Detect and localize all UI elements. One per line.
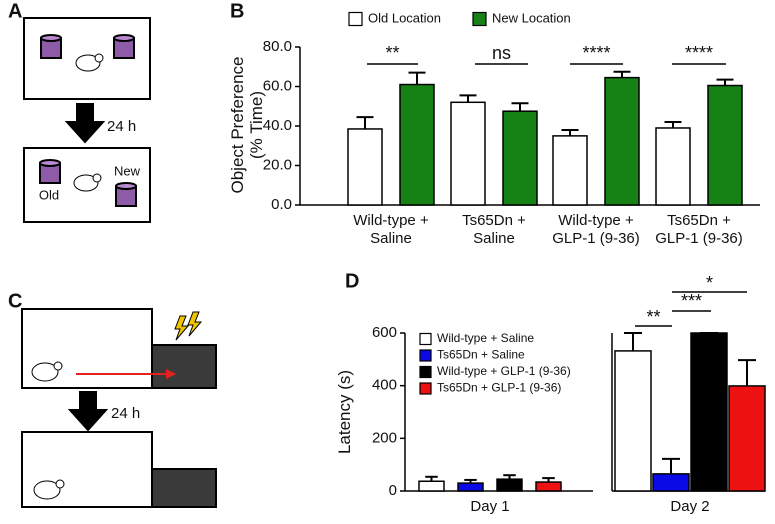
x-tick-label: Day 1	[470, 498, 510, 515]
significance-label: **	[385, 43, 399, 63]
legend-label: Ts65Dn + GLP-1 (9-36)	[437, 381, 561, 395]
y-tick-label: 600	[372, 324, 397, 341]
x-tick-label: Ts65Dn + GLP-1 (9-36)	[655, 212, 743, 247]
delay-label: 24 h	[107, 118, 136, 135]
legend-swatch	[419, 332, 432, 346]
significance-label: ****	[582, 43, 610, 63]
bar	[457, 482, 484, 492]
bar	[502, 110, 538, 206]
x-tick-label-box: Wild-type + Saline	[353, 212, 429, 247]
y-axis-label: Object Preference (% Time)	[228, 56, 266, 194]
significance-label: **	[646, 307, 660, 327]
bar	[347, 128, 383, 206]
panel-label: C	[8, 290, 22, 312]
legend-swatch	[419, 365, 432, 379]
legend-label: Ts65Dn + Saline	[437, 348, 525, 362]
bar	[418, 480, 445, 492]
bar	[707, 84, 743, 206]
x-tick-label-box: Day 2	[670, 498, 710, 515]
x-tick-label-box: Ts65Dn + GLP-1 (9-36)	[655, 212, 743, 247]
bar	[535, 481, 562, 492]
x-tick-label-box: Ts65Dn + Saline	[462, 212, 526, 247]
legend-swatch	[419, 382, 432, 395]
bar	[496, 478, 523, 492]
y-tick-label: 40.0	[263, 117, 292, 134]
y-tick-label: 200	[372, 429, 397, 446]
y-tick-label: 400	[372, 377, 397, 394]
bar	[604, 76, 640, 206]
object-label: New	[114, 163, 141, 178]
legend-swatch	[419, 349, 432, 362]
bar	[652, 473, 690, 492]
bar	[450, 101, 486, 206]
y-axis-label-box: Latency (s)	[335, 369, 354, 455]
y-tick-label: 60.0	[263, 77, 292, 94]
panel-label: A	[8, 0, 22, 22]
significance-label: *	[706, 273, 713, 293]
y-axis-label-box: Object Preference (% Time)	[228, 56, 266, 194]
x-tick-label: Wild-type + Saline	[353, 212, 429, 247]
panel-label: D	[345, 270, 359, 292]
bar	[655, 127, 691, 206]
bar	[690, 332, 728, 492]
delay-label: 24 h	[111, 405, 140, 422]
panel-label: B	[230, 0, 244, 22]
diagram-c	[21, 308, 217, 508]
bar	[399, 83, 435, 206]
significance-label: ****	[685, 43, 713, 63]
legend-swatch	[348, 11, 363, 27]
y-tick-label: 0.0	[271, 196, 292, 213]
bar	[728, 385, 766, 492]
object-label: Old	[39, 187, 59, 202]
x-tick-label: Day 2	[670, 498, 710, 515]
x-tick-label-box: Wild-type + GLP-1 (9-36)	[552, 212, 640, 247]
x-tick-label: Ts65Dn + Saline	[462, 212, 526, 247]
bar	[614, 350, 652, 492]
y-tick-label: 20.0	[263, 156, 292, 173]
y-tick-label: 80.0	[263, 38, 292, 55]
legend-swatch	[472, 11, 487, 27]
y-tick-label: 0	[389, 482, 397, 499]
legend-label: New Location	[492, 10, 571, 25]
bar	[552, 135, 588, 206]
legend-label: Old Location	[368, 10, 441, 25]
y-axis-label: Latency (s)	[335, 369, 354, 455]
x-tick-label: Wild-type + GLP-1 (9-36)	[552, 212, 640, 247]
legend-label: Wild-type + GLP-1 (9-36)	[437, 364, 571, 378]
legend-label: Wild-type + Saline	[437, 331, 534, 345]
significance-label: ns	[492, 43, 511, 63]
significance-label: ***	[681, 291, 702, 311]
diagram-a	[23, 17, 151, 223]
x-tick-label-box: Day 1	[470, 498, 510, 515]
